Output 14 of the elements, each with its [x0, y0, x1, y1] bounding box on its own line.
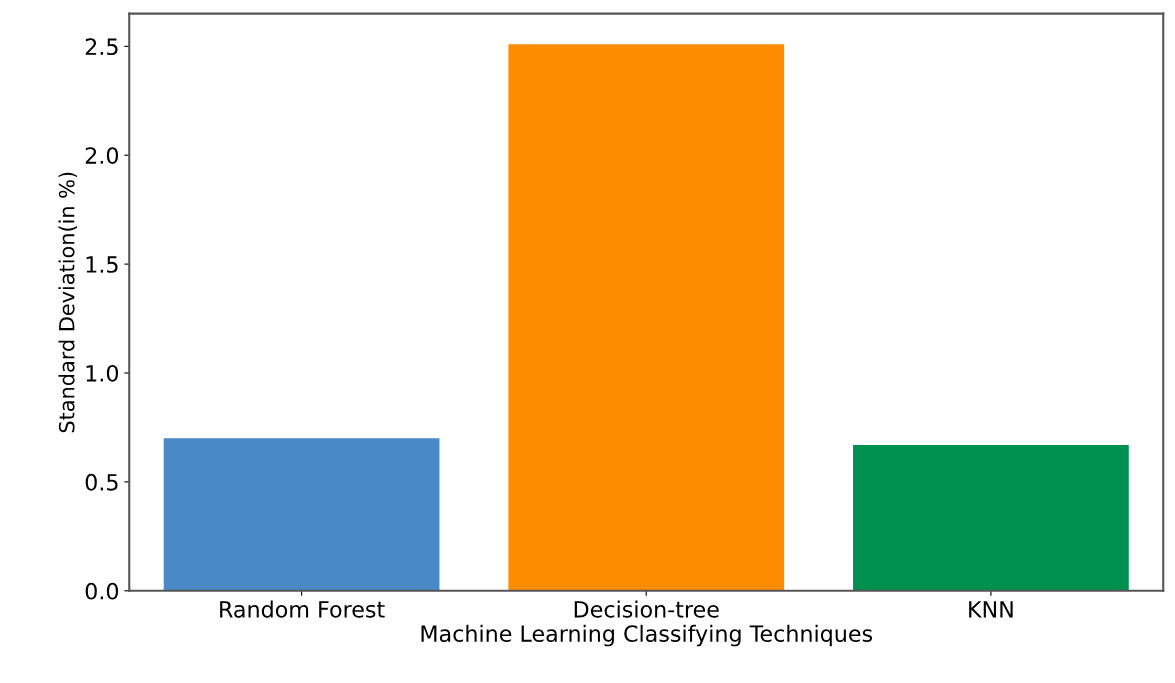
bar [853, 444, 1129, 591]
y-tick-label: 1.5 [86, 256, 118, 273]
bar [163, 438, 440, 591]
y-tick-label: 2.0 [85, 147, 119, 164]
y-tick-label: 2.5 [85, 38, 118, 56]
x-tick-label: Decision-tree [574, 600, 719, 618]
y-axis-title: Standard Deviation(in %) [58, 172, 78, 433]
y-tick-label: 1.0 [86, 364, 119, 382]
x-tick-label: KNN [969, 601, 1013, 618]
x-tick-label: Random Forest [220, 600, 385, 618]
x-axis-title: Machine Learning Classifying Techniques [421, 624, 873, 647]
y-tick-label: 0.5 [85, 473, 118, 491]
y-tick-label: 0.0 [85, 582, 119, 600]
bar [508, 44, 785, 591]
